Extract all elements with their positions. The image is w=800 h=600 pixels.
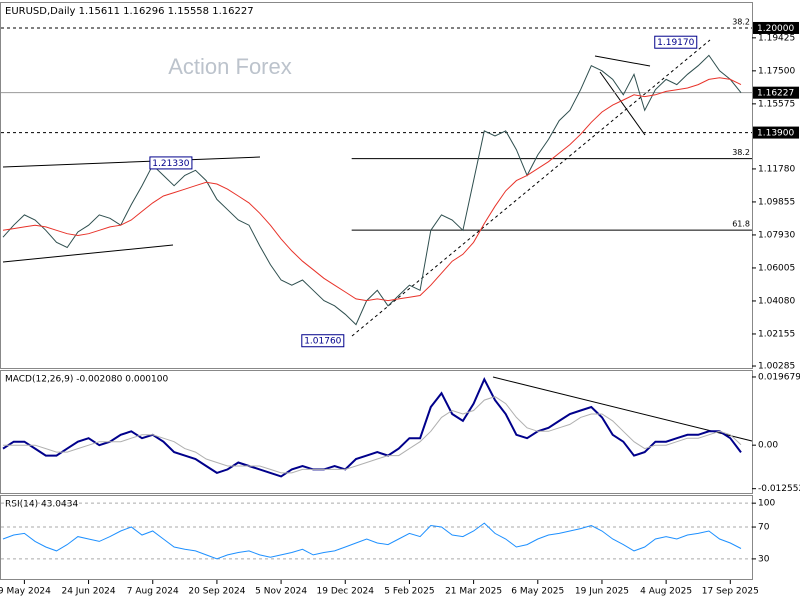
fib-label: 61.8: [732, 220, 750, 229]
trend-line: [2, 156, 261, 168]
y-tick-label: 1.06005: [758, 263, 795, 273]
y-tick-label: 1.19425: [758, 33, 795, 43]
annotation-label: 1.01760: [304, 337, 341, 347]
y-tick-label: -0.012552: [758, 484, 800, 494]
panel-title: RSI(14) 43.0434: [5, 500, 78, 510]
y-tick-label: 30: [758, 554, 770, 564]
annotation-label: 1.21330: [152, 159, 189, 169]
annotation-box: [301, 334, 345, 348]
annotation-box: [149, 156, 193, 170]
x-tick-label: 5 Nov 2024: [255, 587, 307, 597]
series-line: [2, 54, 742, 326]
y-tick-label: 1.11780: [758, 164, 795, 174]
fib-label: 38.2: [732, 148, 750, 157]
y-tick-label: 70: [758, 523, 770, 533]
annotation-box: [654, 35, 698, 49]
y-tick-label: 0.00: [758, 441, 778, 451]
price-pane: [0, 2, 753, 369]
series-line: [3, 396, 742, 474]
x-tick-label: 21 Mar 2025: [445, 587, 502, 597]
annotation-label: 1.19170: [657, 38, 694, 48]
header: EURUSD,Daily 1.15611 1.16296 1.15558 1.1…: [5, 6, 254, 17]
x-tick-label: 5 Feb 2025: [384, 587, 434, 597]
x-tick-label: 7 Aug 2024: [127, 587, 179, 597]
y-tick-label: 0.019679: [758, 372, 800, 382]
x-tick-label: 20 Sep 2024: [188, 587, 245, 597]
y-tick-label: 100: [758, 499, 775, 509]
y-tick-label: 1.00285: [758, 362, 795, 372]
macd-pane: [0, 370, 753, 494]
y-tick-label: 1.17500: [758, 66, 795, 76]
series-line: [2, 522, 742, 560]
rsi-pane: [0, 495, 753, 580]
y-tick-label: 1.07930: [758, 230, 795, 240]
level-box: [753, 21, 799, 34]
level-label: 1.20000: [757, 24, 794, 34]
x-tick-label: 4 Aug 2025: [640, 587, 692, 597]
trend-line: [599, 71, 646, 136]
x-tick-label: 17 Sep 2025: [702, 587, 759, 597]
x-tick-label: 19 Dec 2024: [317, 587, 375, 597]
y-tick-label: 1.04080: [758, 296, 795, 306]
level-label: 1.13900: [757, 129, 794, 139]
fib-label: 38.2: [732, 17, 750, 26]
x-tick-label: 6 May 2025: [511, 587, 564, 597]
watermark: Action Forex: [168, 54, 292, 79]
trend-line: [2, 244, 174, 263]
x-tick-label: 19 Jun 2025: [575, 587, 629, 597]
trend-line: [594, 55, 651, 67]
series-line: [2, 77, 742, 302]
panel-title: MACD(12,26,9) -0.002080 0.000100: [5, 375, 168, 385]
series-line: [2, 376, 742, 478]
y-tick-label: 1.15575: [758, 99, 795, 109]
level-label: 1.16227: [757, 89, 794, 99]
y-tick-label: 1.02155: [758, 329, 795, 339]
level-box: [753, 86, 799, 99]
y-tick-label: 1.09855: [758, 197, 795, 207]
x-tick-label: 24 Jun 2024: [61, 587, 115, 597]
level-box: [753, 126, 799, 139]
x-tick-label: 9 May 2024: [0, 587, 51, 597]
